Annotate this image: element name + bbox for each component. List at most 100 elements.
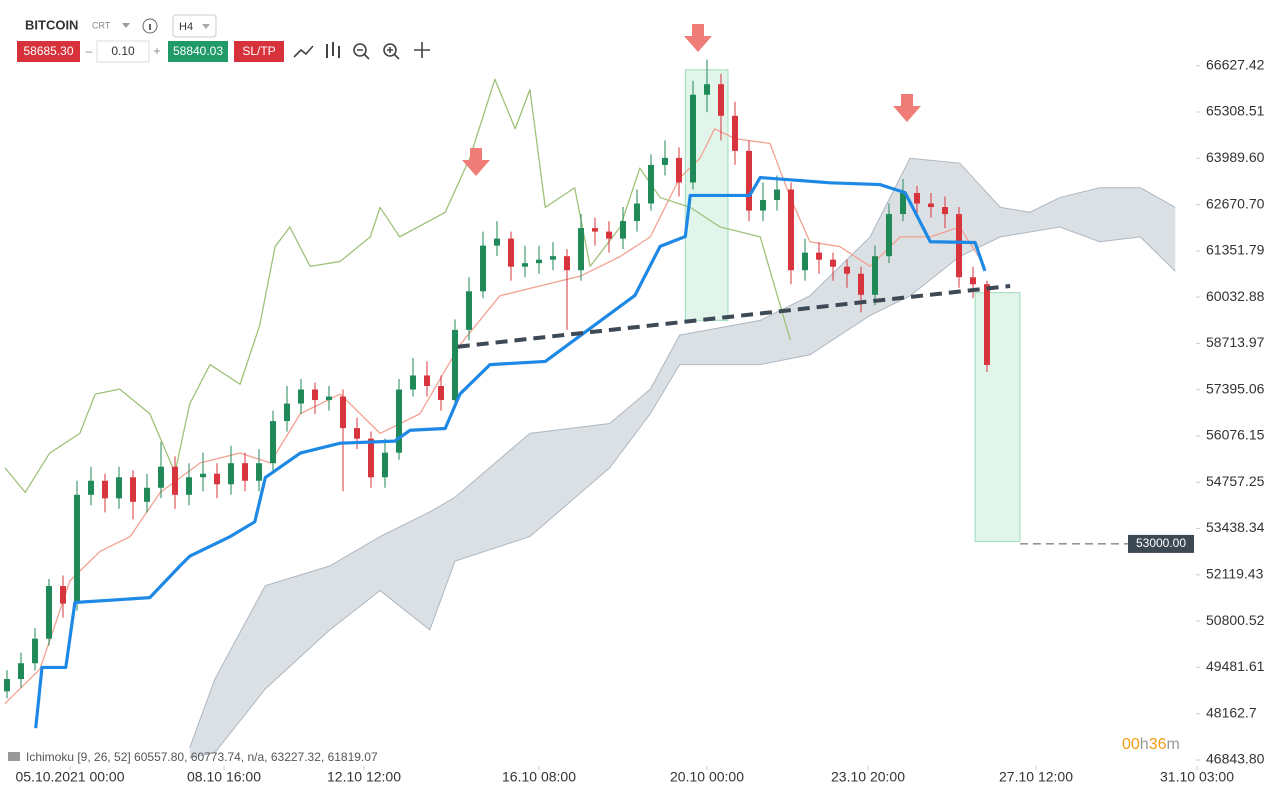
x-tick-label: 20.10 00:00 [670,769,744,785]
trend-line [457,284,1011,349]
zoom-in-icon [387,47,400,60]
arrow [684,24,712,52]
candle-body [284,403,290,422]
timeframe: H4 [179,21,193,33]
sell-button[interactable] [17,41,80,62]
candle-body [508,238,514,267]
x-tick-label: 12.10 12:00 [327,769,401,785]
plot [4,59,1176,759]
candle-body [158,466,164,488]
candle-body [312,389,318,401]
timeframe-box[interactable] [172,14,217,38]
volume-input[interactable] [96,40,150,63]
candle-body [270,421,276,464]
sltp-button[interactable] [234,41,284,62]
candle-body [620,221,626,239]
y-tick-label: 50800.52 [1206,612,1265,628]
candle-body [970,277,976,285]
volume: 0.10 [111,44,135,58]
candle-body [368,438,374,478]
candle-body [60,586,66,604]
candle-body [74,494,80,604]
candle-body [984,284,990,365]
target-label-box [1128,534,1194,553]
indicator-line [4,78,791,493]
axes: 66627.42 65308.51 63989.60 62670.70 61351.79… [16,56,1265,784]
y-tick-label: 66627.42 [1206,56,1265,72]
candle-body [494,238,500,246]
candle-body [88,480,94,495]
candle-body [760,200,766,211]
y-tick-label: 58713.97 [1206,334,1265,350]
candle-body [606,231,612,239]
y-tick-label: 57395.06 [1206,380,1265,396]
candle-body [214,473,220,485]
ichimoku-cloud [189,158,1176,758]
move-tool[interactable] [414,42,430,58]
timer-hours: 00 [1122,736,1140,753]
y-tick-label: 46843.80 [1206,751,1265,767]
candle-body [732,115,738,151]
candle-body [592,228,598,232]
candle-body [788,189,794,271]
zoom-out[interactable] [353,43,367,57]
info-icon[interactable] [142,18,158,34]
candle-body [564,256,570,271]
caret[interactable] [122,23,130,28]
candle-body [466,291,472,330]
y-tick-label: 53438.34 [1206,519,1265,535]
y-tick-label: 63989.60 [1206,149,1265,165]
arrow [462,148,490,176]
candle-body [452,329,458,401]
timer-m: m [1167,736,1180,753]
signal-arrows [462,24,921,176]
candle-body [928,203,934,208]
candle-body [578,228,584,271]
candle-body [704,84,710,95]
sltp: SL/TP [242,44,275,58]
y-tick-label: 60032.88 [1206,288,1265,304]
candle-body [228,463,234,485]
legend-icon[interactable] [8,752,20,761]
candle-body [18,663,24,680]
kijun-line [34,175,987,729]
candle-body [746,150,752,211]
buy-button[interactable] [168,41,228,62]
candle-body [410,375,416,390]
candle-body [676,157,682,183]
candle-body [522,263,528,267]
candle-body [802,252,808,271]
candle-body [200,473,206,478]
info-icon-bar [149,24,151,30]
candle-body [298,389,304,404]
candle-body [326,396,332,401]
indicator-legend[interactable]: Ichimoku [9, 26, 52] 60557.80, 60773.74,… [26,750,378,764]
y-tick-label: 56076.15 [1206,427,1265,443]
arrow [893,94,921,122]
symbol[interactable]: BITCOIN [25,17,78,32]
candle-body [186,477,192,495]
candle-body [242,463,248,481]
candle-body [914,193,920,204]
candle-tool[interactable] [326,42,340,58]
candle-body [634,203,640,222]
indicator-line [4,128,986,705]
candle-body [536,259,542,264]
target-zone [974,292,1021,542]
candle-body [858,273,864,295]
line-tool[interactable] [293,45,314,58]
candle-body [354,428,360,439]
candle-body [648,164,654,204]
plus[interactable]: + [153,44,160,58]
y-tick-label: 65308.51 [1206,103,1265,119]
zoom-in[interactable] [383,43,397,57]
candle-body [480,245,486,292]
timer: 00h36m [1122,736,1180,753]
cloud-span [189,226,1176,759]
minus[interactable]: – [86,44,93,58]
candle-body [830,259,836,267]
candle-body [116,477,122,499]
candle-body [816,252,822,260]
x-tick-label: 27.10 12:00 [999,769,1073,785]
